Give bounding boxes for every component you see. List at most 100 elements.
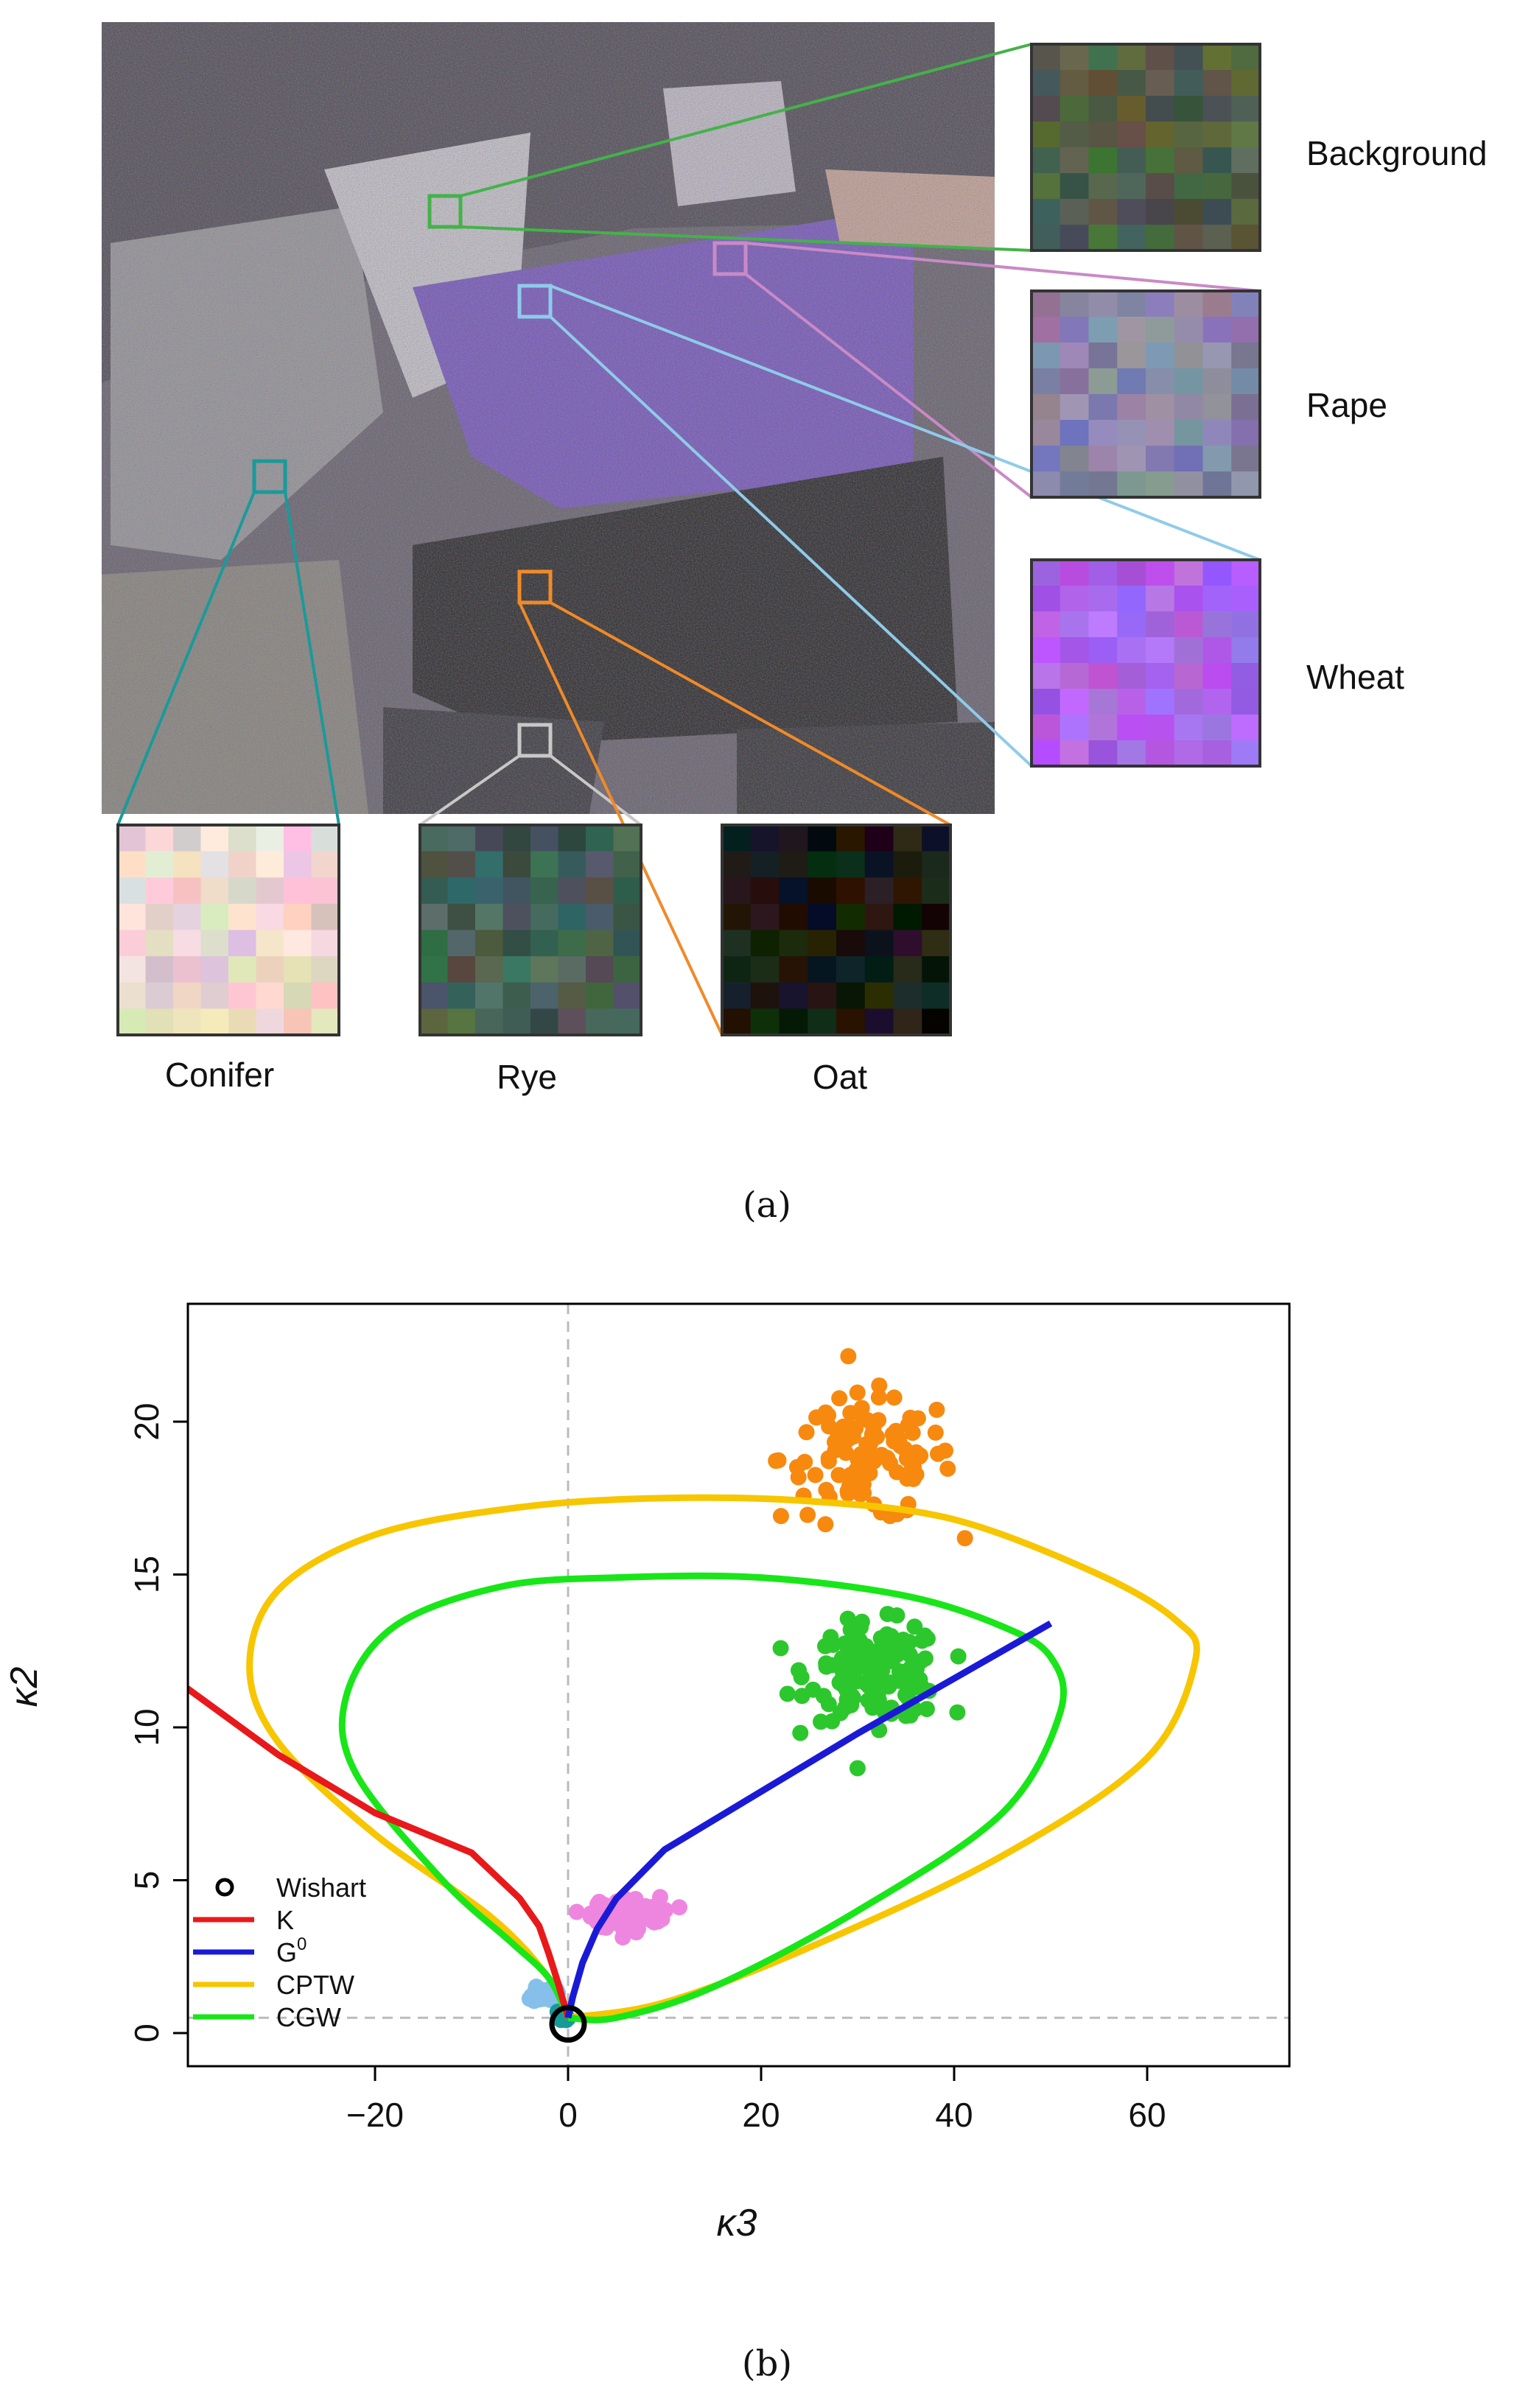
inset-background [1030,43,1261,252]
inset-rape [1030,289,1261,499]
x-tick-label: 40 [935,2096,973,2134]
inset-zooms [116,43,1261,1036]
inset-wheat [1030,558,1261,768]
wheat-selection [517,284,553,319]
cluster-background [772,1606,967,1777]
oat-selection [517,569,553,605]
y-axis: 0 5 10 15 20 [127,1403,189,2043]
curve-cptw [246,1494,1200,2021]
legend-label: CGW [276,2002,341,2032]
point-oat [807,1467,824,1484]
point-background [772,1640,789,1657]
point-oat [798,1424,815,1441]
y-tick-label: 20 [127,1403,166,1440]
point-background [820,1696,837,1713]
point-background [917,1650,934,1667]
x-tick-label: 20 [742,2096,780,2134]
sar-image [102,22,995,814]
point-rape [620,1903,637,1920]
point-oat [768,1453,785,1470]
point-oat [864,1425,880,1442]
point-oat [871,1377,888,1394]
rape-selection [712,241,748,276]
point-background [823,1657,840,1674]
inset-rye [418,824,642,1036]
legend-label: K [276,1905,294,1935]
cluster-oat [768,1348,973,1547]
cluster-rape [568,1889,687,1946]
point-oat [859,1411,876,1428]
point-oat [849,1384,866,1401]
plot-area [188,1304,1289,2066]
point-background [824,1637,841,1654]
legend-label: G0 [276,1934,307,1968]
background-selection [427,194,463,229]
curve-cgw [338,1572,1068,2023]
legend-item-k: K [193,1905,294,1935]
point-background [893,1663,910,1680]
point-background [836,1635,853,1652]
point-oat [842,1405,859,1422]
point-oat [799,1506,816,1523]
point-oat [842,1466,859,1483]
point-oat [840,1348,857,1365]
point-oat [817,1404,834,1421]
point-background [853,1613,870,1630]
inset-label-rye: Rye [497,1058,557,1096]
point-background [779,1685,796,1702]
conifer-selection [252,459,287,494]
legend-marker [215,1878,234,1897]
panel-b-caption: (b) [742,2343,792,2384]
x-tick-label: 60 [1128,2096,1166,2134]
point-oat [830,1467,847,1484]
point-oat [817,1516,834,1533]
point-oat [956,1530,973,1547]
point-background [949,1704,966,1721]
point-oat [928,1401,945,1418]
point-oat [927,1424,944,1441]
point-oat [855,1476,872,1493]
legend-item-g0: G0 [193,1934,307,1968]
point-oat [903,1461,920,1478]
point-oat [936,1442,953,1459]
point-oat [870,1389,887,1406]
point-oat [840,1485,857,1502]
point-background [878,1674,895,1691]
point-oat [831,1390,848,1407]
x-axis: −20 0 20 40 60 [346,2065,1166,2134]
point-background [906,1618,923,1635]
inset-label-oat: Oat [813,1058,867,1096]
x-axis-label: κ3 [717,2202,757,2244]
legend-label: Wishart [276,1872,366,1903]
point-background [950,1648,967,1665]
point-oat [939,1460,956,1477]
point-background [918,1701,935,1718]
point-background [849,1760,866,1777]
y-axis-label: κ2 [3,1666,46,1707]
point-background [889,1607,906,1624]
point-oat [886,1389,903,1406]
point-oat [790,1469,807,1486]
panel-b: −20 0 20 40 60 0 5 10 15 20 κ3 κ2 WishartKG0CPTW… [3,1302,1291,2384]
point-oat [890,1431,907,1447]
x-tick-label: 0 [558,2096,578,2134]
legend-item-cgw: CGW [193,2002,341,2032]
y-tick-label: 10 [127,1708,166,1746]
y-tick-label: 15 [127,1556,166,1593]
point-background [914,1632,931,1649]
curve-k [188,1685,572,2019]
point-oat [772,1508,789,1525]
point-oat [818,1481,835,1498]
x-tick-label: −20 [346,2096,404,2134]
point-rape [568,1903,585,1920]
connector-lines [116,43,1261,1036]
y-tick-label: 0 [127,2023,166,2043]
inset-label-wheat: Wheat [1306,658,1404,696]
point-rape [627,1891,644,1908]
point-background [890,1638,907,1655]
rye-selection [517,723,553,758]
point-background [792,1724,809,1741]
legend-item-cptw: CPTW [193,1970,354,2000]
point-background [790,1662,807,1679]
